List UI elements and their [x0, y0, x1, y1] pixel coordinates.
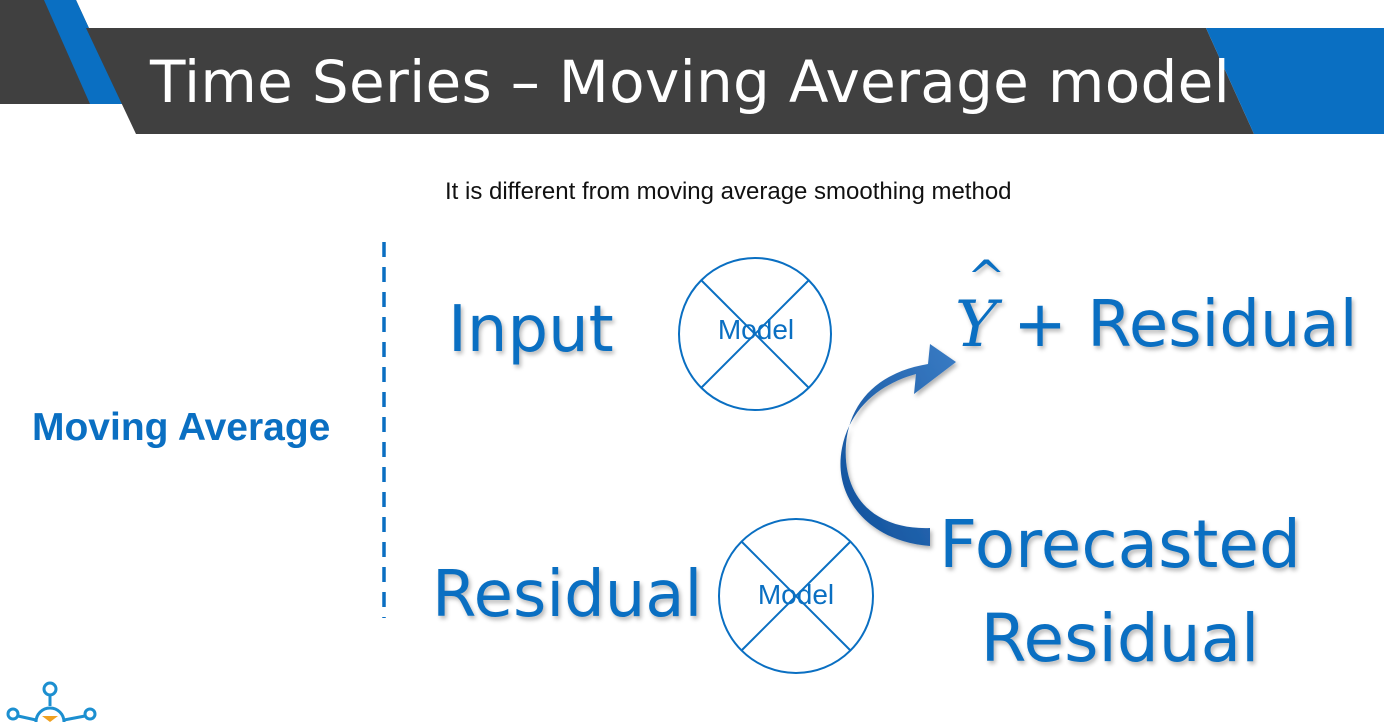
y-hat-plus-residual: Y ^ + Residual: [955, 250, 1358, 362]
curved-arrow: [840, 344, 956, 546]
moving-average-label: Moving Average: [32, 406, 331, 449]
subtitle: It is different from moving average smoo…: [445, 178, 1012, 205]
banner-left-blue-stripe: [44, 0, 124, 104]
y-hat-symbol: Y ^: [955, 250, 1006, 362]
model-circle-bottom: [718, 518, 874, 674]
page-title: Time Series – Moving Average model: [150, 48, 1230, 116]
model-circle-top: [678, 257, 832, 411]
hat-mark: ^: [967, 250, 1006, 304]
model-label-top: Model: [717, 314, 795, 345]
banner-dark-bar: [86, 28, 1254, 134]
model-label-bottom: Model: [757, 579, 835, 610]
input-label: Input: [448, 293, 614, 367]
residual-label: Residual: [432, 558, 703, 632]
forecasted-line: Forecasted: [939, 506, 1301, 583]
residual-line: Residual: [980, 600, 1260, 677]
plus-residual-text: + Residual: [1013, 288, 1358, 362]
forecasted-residual-label: Forecasted Residual: [935, 498, 1305, 686]
header-banner: [0, 0, 1384, 134]
banner-right-blue-block: [1206, 28, 1384, 134]
